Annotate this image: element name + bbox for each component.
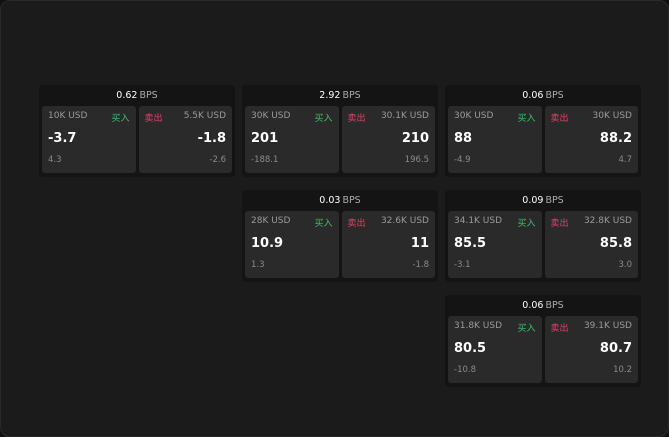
bid-change: -188.1 [251,155,279,165]
ask-size: 39.1K USD [583,321,632,331]
bid-price: 85.5 [454,236,487,251]
bid-size: 31.8K USD [454,321,503,331]
ask-change: 4.7 [618,155,632,165]
buy-tile[interactable]: 10K USD 买入 -3.7 4.3 [42,106,136,173]
bid-price: 10.9 [251,236,284,251]
ask-change: 196.5 [404,155,429,165]
quote-card: 0.03 BPS 28K USD 买入 10.9 1.3 卖出 32.6K USD 1… [242,190,438,282]
bid-size: 30K USD [251,111,291,121]
buy-label: 买入 [314,219,333,229]
sell-tile[interactable]: 卖出 30.1K USD 210 196.5 [341,106,435,173]
buy-tile[interactable]: 28K USD 买入 10.9 1.3 [245,211,339,278]
buy-tile[interactable]: 30K USD 买入 88 -4.9 [448,106,542,173]
sell-label: 卖出 [550,114,569,124]
spread-unit: BPS [545,300,564,311]
bid-change: -10.8 [454,365,476,375]
bid-price: 88 [454,131,473,146]
ask-size: 30.1K USD [380,111,429,121]
spread-value: 0.06 [522,300,544,311]
ask-price: 11 [410,236,429,251]
ask-change: -2.6 [209,155,226,165]
ask-size: 30K USD [592,111,632,121]
buy-label: 买入 [314,114,333,124]
ask-size: 32.6K USD [380,216,429,226]
ask-price: -1.8 [197,131,226,146]
ask-price: 85.8 [599,236,632,251]
ask-change: 3.0 [618,260,632,270]
buy-label: 买入 [517,219,536,229]
spread-unit: BPS [139,90,158,101]
spread-unit: BPS [545,90,564,101]
quote-card: 0.62 BPS 10K USD 买入 -3.7 4.3 卖出 5.5K USD -1… [39,85,235,177]
buy-label: 买入 [517,324,536,334]
sell-tile[interactable]: 卖出 32.6K USD 11 -1.8 [341,211,435,278]
spread-value: 2.92 [319,90,341,101]
ask-price: 88.2 [599,131,632,146]
sell-label: 卖出 [347,219,366,229]
spread-unit: BPS [342,195,361,206]
bid-size: 34.1K USD [454,216,503,226]
spread-header: 0.09 BPS [445,190,641,211]
buy-tile[interactable]: 34.1K USD 买入 85.5 -3.1 [448,211,542,278]
sell-label: 卖出 [144,114,163,124]
bid-change: -3.1 [454,260,471,270]
spread-header: 0.62 BPS [39,85,235,106]
spread-unit: BPS [545,195,564,206]
quote-card: 2.92 BPS 30K USD 买入 201 -188.1 卖出 30.1K USD… [242,85,438,177]
ask-price: 80.7 [599,341,632,356]
sell-tile[interactable]: 卖出 32.8K USD 85.8 3.0 [544,211,638,278]
sell-label: 卖出 [347,114,366,124]
bid-size: 30K USD [454,111,494,121]
bid-price: 80.5 [454,341,487,356]
ask-price: 210 [401,131,429,146]
spread-value: 0.62 [116,90,138,101]
buy-tile[interactable]: 30K USD 买入 201 -188.1 [245,106,339,173]
buy-label: 买入 [517,114,536,124]
spread-unit: BPS [342,90,361,101]
bid-price: -3.7 [48,131,77,146]
ask-size: 32.8K USD [583,216,632,226]
spread-value: 0.09 [522,195,544,206]
sell-tile[interactable]: 卖出 30K USD 88.2 4.7 [544,106,638,173]
bid-price: 201 [251,131,279,146]
sell-label: 卖出 [550,219,569,229]
spread-header: 0.03 BPS [242,190,438,211]
buy-tile[interactable]: 31.8K USD 买入 80.5 -10.8 [448,316,542,383]
quote-card: 0.06 BPS 30K USD 买入 88 -4.9 卖出 30K USD 88.2… [445,85,641,177]
buy-label: 买入 [111,114,130,124]
spread-header: 0.06 BPS [445,295,641,316]
spread-value: 0.03 [319,195,341,206]
bid-change: -4.9 [454,155,471,165]
spread-header: 2.92 BPS [242,85,438,106]
sell-label: 卖出 [550,324,569,334]
sell-tile[interactable]: 卖出 5.5K USD -1.8 -2.6 [138,106,232,173]
ask-change: -1.8 [412,260,429,270]
bid-size: 28K USD [251,216,291,226]
spread-value: 0.06 [522,90,544,101]
bid-change: 1.3 [251,260,265,270]
sell-tile[interactable]: 卖出 39.1K USD 80.7 10.2 [544,316,638,383]
bid-change: 4.3 [48,155,62,165]
ask-change: 10.2 [613,365,632,375]
ask-size: 5.5K USD [183,111,226,121]
spread-header: 0.06 BPS [445,85,641,106]
bid-size: 10K USD [48,111,88,121]
quote-card: 0.09 BPS 34.1K USD 买入 85.5 -3.1 卖出 32.8K US… [445,190,641,282]
quote-card: 0.06 BPS 31.8K USD 买入 80.5 -10.8 卖出 39.1K U… [445,295,641,387]
